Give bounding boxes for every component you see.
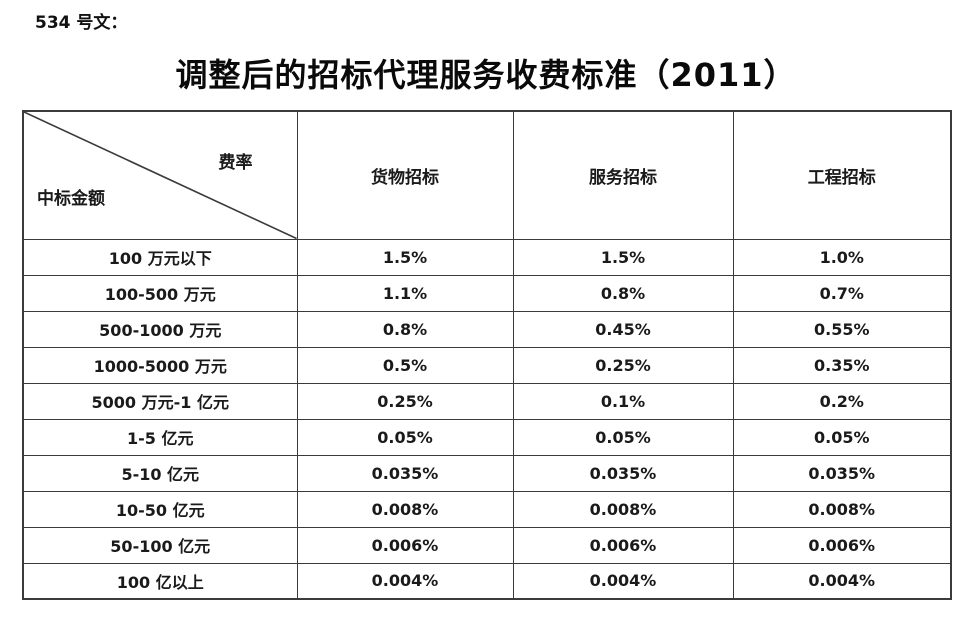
table-row: 1000-5000 万元 0.5% 0.25% 0.35% [22,346,952,384]
rate-cell: 0.035% [512,454,734,492]
rate-cell: 0.7% [732,274,952,312]
rate-cell: 0.05% [732,418,952,456]
row-label: 5-10 亿元 [22,454,298,492]
rate-cell: 0.35% [732,346,952,384]
rate-cell: 0.035% [732,454,952,492]
rate-cell: 0.006% [512,526,734,564]
rate-cell: 0.004% [296,562,514,600]
rate-cell: 0.05% [296,418,514,456]
row-label: 100 亿以上 [22,562,298,600]
rate-cell: 0.1% [512,382,734,420]
table-row: 500-1000 万元 0.8% 0.45% 0.55% [22,310,952,348]
rate-cell: 1.5% [296,238,514,276]
row-label: 5000 万元-1 亿元 [22,382,298,420]
rate-cell: 0.25% [512,346,734,384]
row-label: 1-5 亿元 [22,418,298,456]
row-label: 10-50 亿元 [22,490,298,528]
table-row: 1-5 亿元 0.05% 0.05% 0.05% [22,418,952,456]
row-label: 100-500 万元 [22,274,298,312]
row-label: 1000-5000 万元 [22,346,298,384]
rate-cell: 0.004% [512,562,734,600]
rate-cell: 0.8% [512,274,734,312]
rate-cell: 0.55% [732,310,952,348]
corner-label-amount: 中标金额 [37,189,105,209]
rate-cell: 0.2% [732,382,952,420]
header-row: 费率 中标金额 货物招标 服务招标 工程招标 [22,110,952,240]
corner-label-rate: 费率 [218,153,253,173]
rate-cell: 0.035% [296,454,514,492]
table-row: 5-10 亿元 0.035% 0.035% 0.035% [22,454,952,492]
column-header-services: 服务招标 [512,110,734,240]
column-header-goods: 货物招标 [296,110,514,240]
table-row: 50-100 亿元 0.006% 0.006% 0.006% [22,526,952,564]
table-row: 100-500 万元 1.1% 0.8% 0.7% [22,274,952,312]
row-label: 500-1000 万元 [22,310,298,348]
rate-cell: 0.25% [296,382,514,420]
rate-cell: 0.008% [296,490,514,528]
doc-number: 534 号文： [35,13,128,33]
table-row: 100 亿以上 0.004% 0.004% 0.004% [22,562,952,600]
rate-cell: 0.8% [296,310,514,348]
rate-cell: 1.5% [512,238,734,276]
corner-cell: 费率 中标金额 [22,110,298,240]
table-row: 100 万元以下 1.5% 1.5% 1.0% [22,238,952,276]
row-label: 100 万元以下 [22,238,298,276]
fee-rate-table: 费率 中标金额 货物招标 服务招标 工程招标 100 万元以下 1.5% 1.5… [22,110,952,600]
rate-cell: 0.008% [732,490,952,528]
page-title: 调整后的招标代理服务收费标准（2011） [175,56,797,94]
rate-cell: 0.004% [732,562,952,600]
rate-cell: 1.1% [296,274,514,312]
rate-cell: 0.008% [512,490,734,528]
table-row: 10-50 亿元 0.008% 0.008% 0.008% [22,490,952,528]
rate-cell: 0.5% [296,346,514,384]
rate-cell: 0.45% [512,310,734,348]
table-row: 5000 万元-1 亿元 0.25% 0.1% 0.2% [22,382,952,420]
rate-cell: 0.006% [296,526,514,564]
column-header-engineering: 工程招标 [732,110,952,240]
rate-cell: 0.05% [512,418,734,456]
row-label: 50-100 亿元 [22,526,298,564]
rate-cell: 1.0% [732,238,952,276]
rate-cell: 0.006% [732,526,952,564]
diagonal-divider-line [24,112,297,239]
